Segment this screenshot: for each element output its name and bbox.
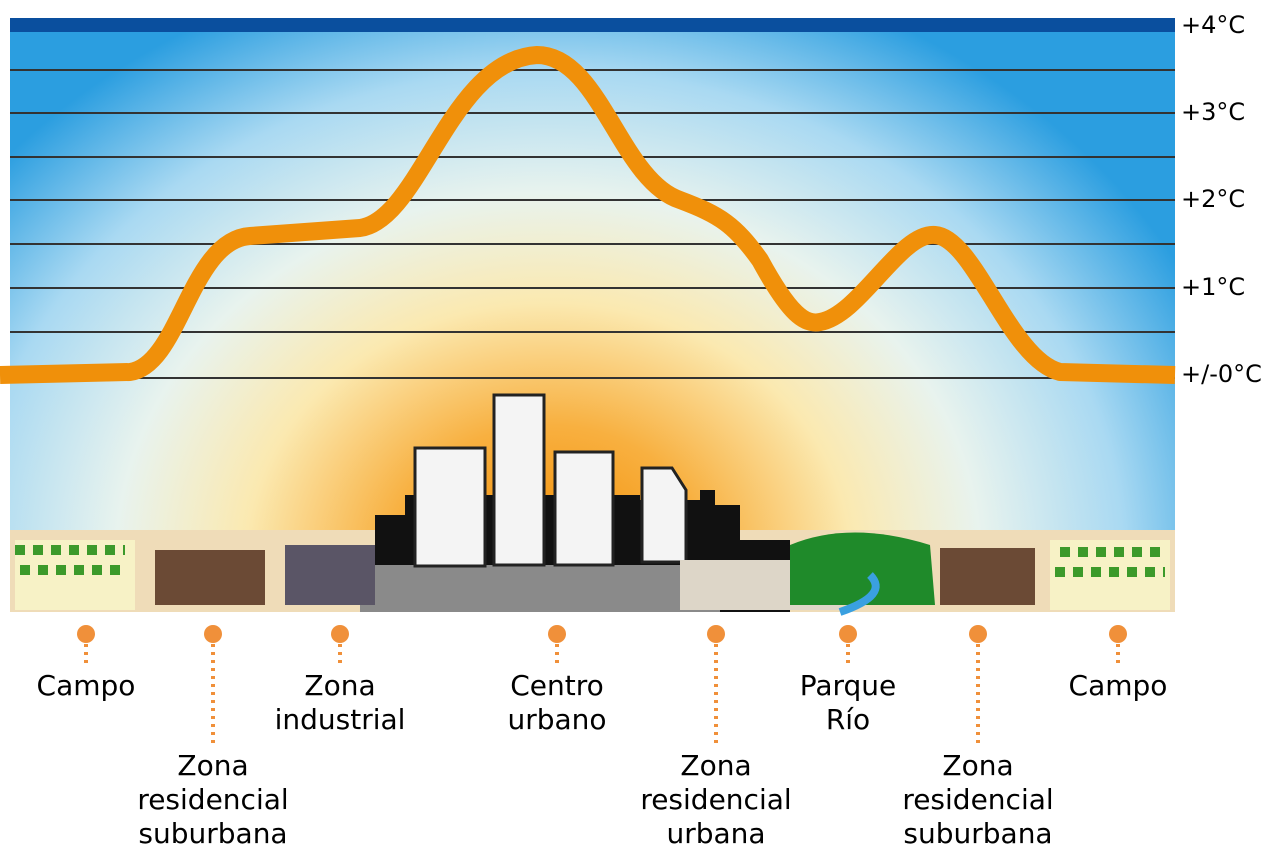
building xyxy=(413,446,487,568)
houses xyxy=(155,550,265,605)
location-label: suburbana xyxy=(138,817,287,850)
factory xyxy=(285,545,375,605)
location-dot xyxy=(839,625,857,643)
vegetation xyxy=(15,545,1165,577)
river xyxy=(838,572,880,616)
location-dot xyxy=(1109,625,1127,643)
location-label: urbana xyxy=(666,817,765,850)
location-dot xyxy=(77,625,95,643)
top-band xyxy=(10,18,1175,32)
location-label: Zona xyxy=(177,749,248,782)
location-label: residencial xyxy=(640,783,791,816)
grid xyxy=(10,69,1175,379)
building xyxy=(553,450,615,567)
building xyxy=(640,466,688,564)
location-dot xyxy=(548,625,566,643)
location-dot xyxy=(707,625,725,643)
tick-label: +4°C xyxy=(1181,11,1245,39)
city xyxy=(10,393,1175,616)
locations: CampoZonaresidencialsuburbanaZonaindustr… xyxy=(37,625,1168,850)
park xyxy=(790,532,935,605)
location-label: Río xyxy=(826,703,870,736)
location-label: Centro xyxy=(510,669,604,702)
tick-label: +3°C xyxy=(1181,98,1245,126)
location-label: residencial xyxy=(137,783,288,816)
location-label: urbano xyxy=(507,703,606,736)
location-label: industrial xyxy=(275,703,406,736)
location-label: Parque xyxy=(800,669,897,702)
location-label: Zona xyxy=(942,749,1013,782)
location-label: Campo xyxy=(1069,669,1168,702)
temperature-curve xyxy=(0,46,1176,384)
location-label: residencial xyxy=(902,783,1053,816)
tick-label: +1°C xyxy=(1181,273,1245,301)
location-dot xyxy=(331,625,349,643)
location-label: Zona xyxy=(680,749,751,782)
scale: +4°C +3°C +2°C +1°C +/-0°C xyxy=(1181,11,1262,388)
location-label: suburbana xyxy=(903,817,1052,850)
location-label: Zona xyxy=(304,669,375,702)
houses xyxy=(940,548,1035,605)
location-dot xyxy=(969,625,987,643)
street xyxy=(360,565,720,612)
location-label: Campo xyxy=(37,669,136,702)
building xyxy=(492,393,546,567)
tick-label: +/-0°C xyxy=(1181,360,1262,388)
location-dot xyxy=(204,625,222,643)
tick-label: +2°C xyxy=(1181,185,1245,213)
